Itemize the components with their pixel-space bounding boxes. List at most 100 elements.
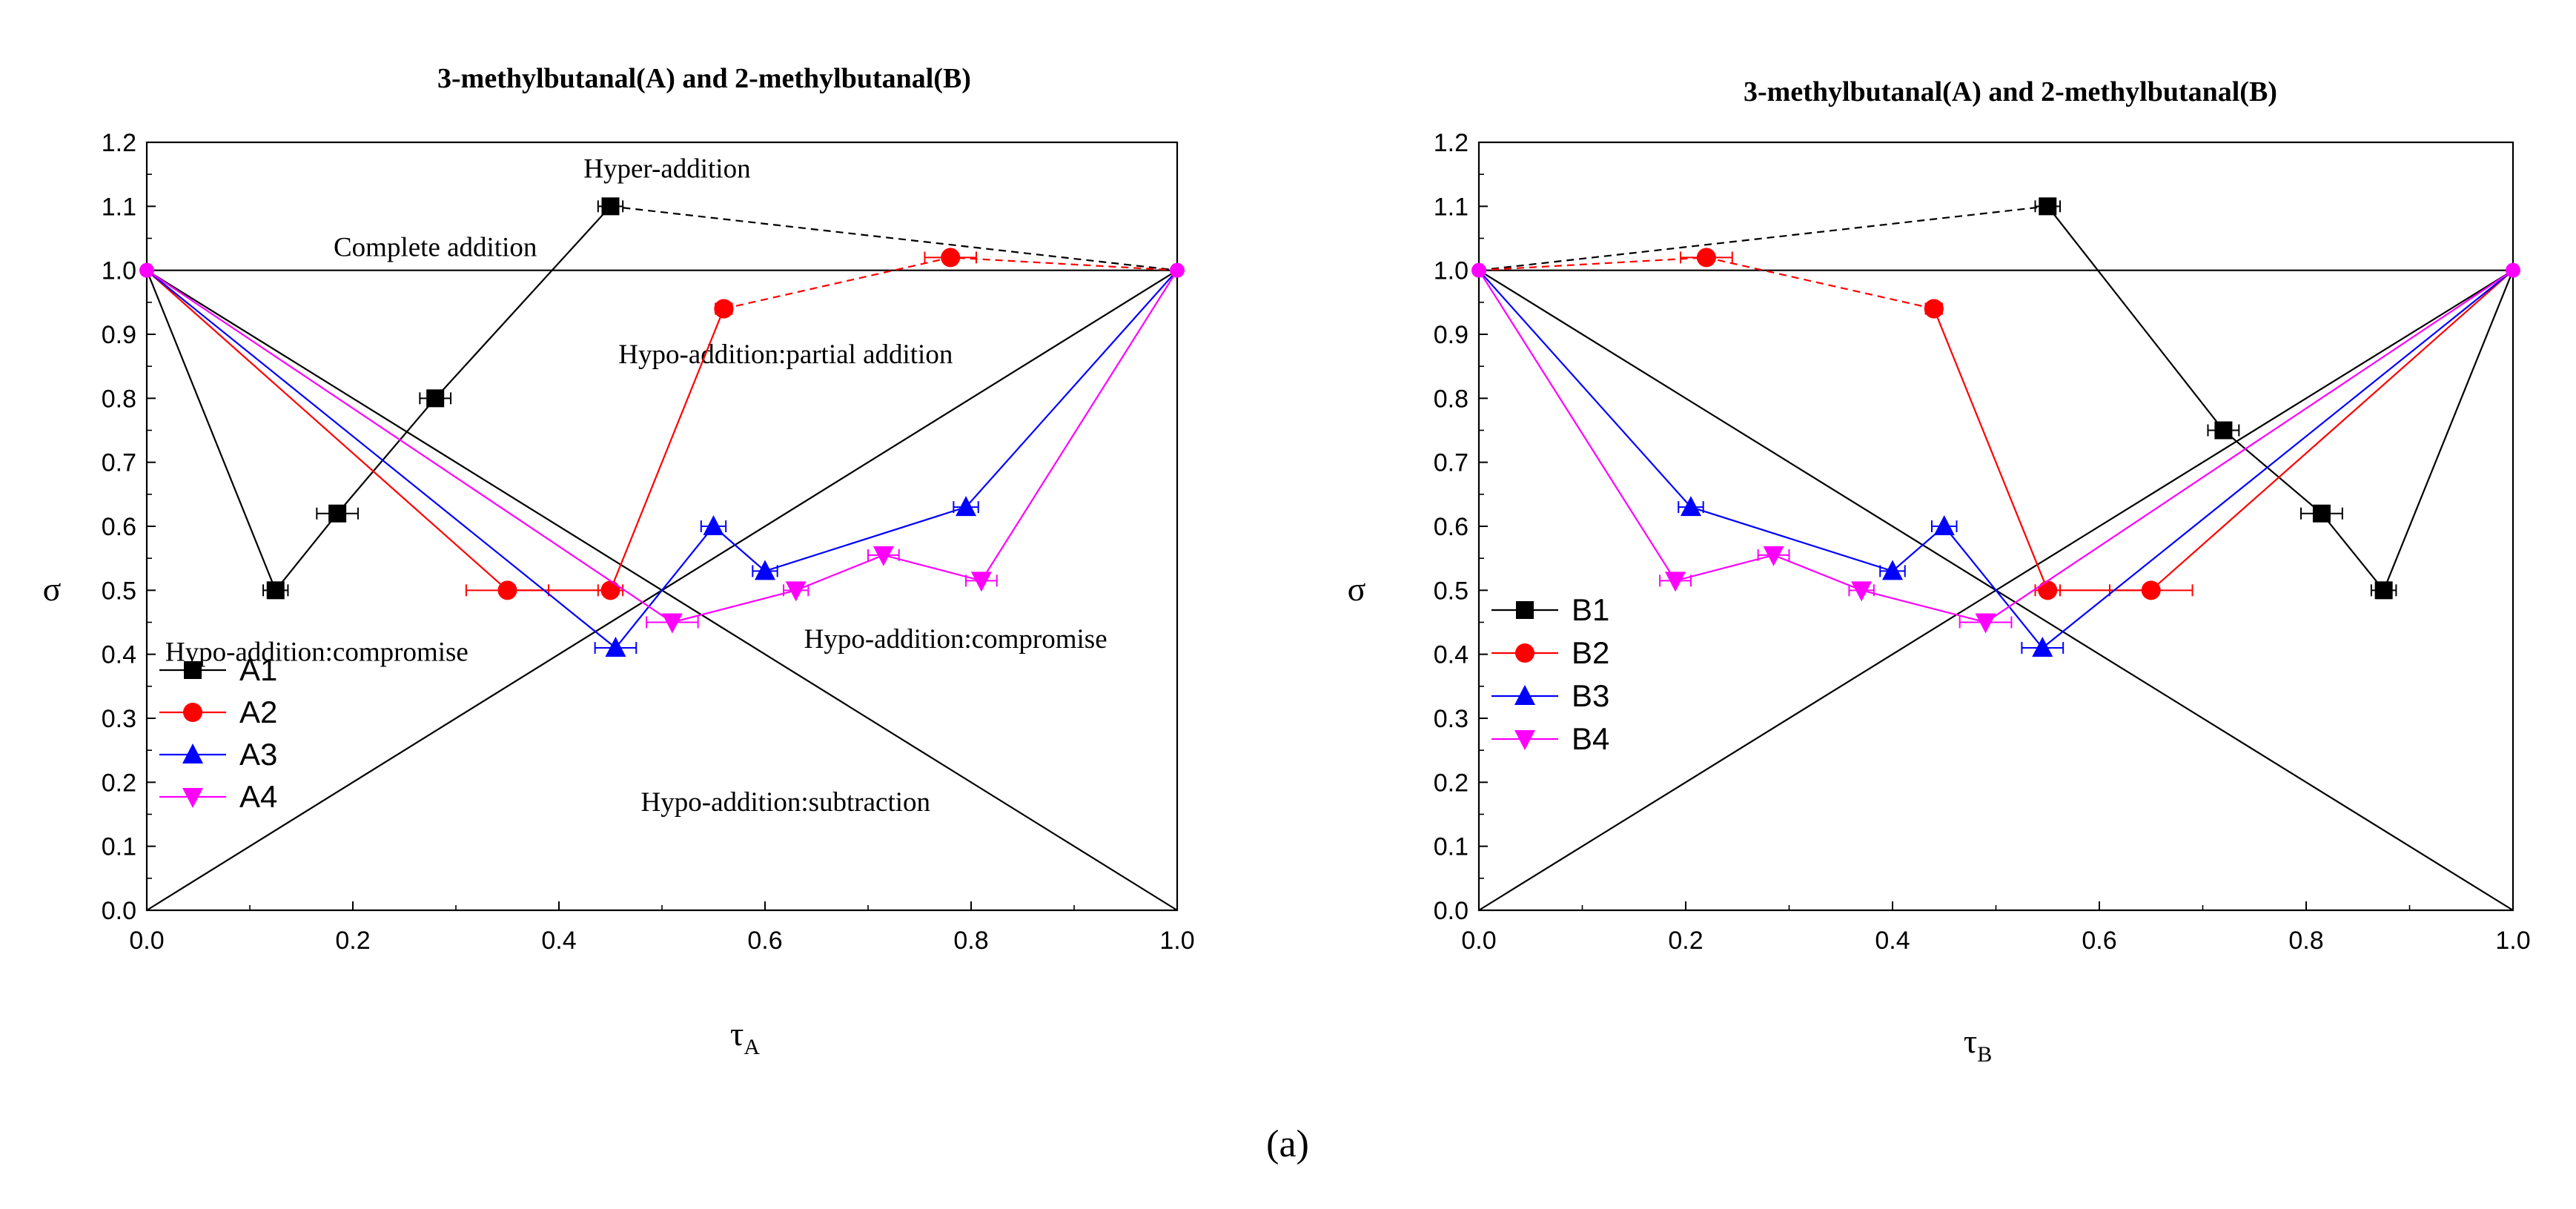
series-b4	[1478, 269, 2514, 634]
y-tick-label: 0.6	[102, 513, 136, 541]
chart-right-ylabel: σ	[1348, 570, 1366, 608]
data-point	[1680, 496, 1701, 517]
legend-label: A2	[239, 695, 277, 729]
chart-right-legend: B1 B2 B3 B4	[1491, 592, 1609, 756]
y-tick-label: 0.2	[102, 769, 136, 797]
series-b3	[1478, 269, 2514, 658]
legend-label: A3	[239, 737, 277, 772]
series-line	[610, 205, 1178, 271]
data-point	[1975, 613, 1996, 634]
legend-label: B1	[1572, 592, 1609, 627]
x-tick-label: 0.6	[747, 927, 782, 955]
annotation-compromise-right: Hypo-addition:compromise	[804, 624, 1107, 655]
y-tick-label: 0.9	[1434, 321, 1469, 349]
legend-item-a1: A1	[159, 652, 277, 687]
series-line	[1933, 269, 2514, 592]
legend-item-b3: B3	[1491, 678, 1609, 713]
x-tick-label: 0.2	[1668, 927, 1703, 955]
data-point	[956, 496, 977, 517]
y-tick-label: 0.5	[102, 577, 136, 605]
series-line	[146, 269, 1178, 623]
data-point	[1696, 248, 1716, 268]
y-tick-label: 1.0	[102, 257, 136, 285]
data-point	[2038, 580, 2058, 600]
chart-panel-left: 3-methylbutanal(A) and 2-methylbutanal(B…	[43, 63, 1195, 1059]
data-point	[714, 299, 734, 319]
legend-item-b4: B4	[1491, 721, 1609, 756]
legend-item-a3: A3	[159, 737, 277, 772]
annotation-compromise-left: Hypo-addition:compromise	[165, 637, 468, 667]
chart-left-series	[139, 197, 1185, 658]
endpoint-marker	[2506, 262, 2520, 278]
series-line	[146, 269, 725, 592]
chart-left-xlabel-main: τ	[730, 1015, 744, 1053]
data-point	[426, 389, 445, 408]
y-tick-label: 0.3	[102, 705, 136, 733]
data-point	[1665, 572, 1686, 592]
series-a2-upper-	[714, 248, 1178, 319]
y-tick-label: 0.4	[1434, 641, 1469, 669]
legend-marker	[182, 743, 203, 764]
data-point	[785, 581, 807, 602]
y-tick-label: 0.8	[102, 385, 136, 413]
endpoint-marker	[139, 262, 154, 278]
annotation-hyper-addition: Hyper-addition	[583, 153, 750, 184]
y-tick-label: 1.1	[102, 193, 136, 221]
y-tick-label: 0.4	[102, 641, 136, 669]
y-tick-label: 0.1	[102, 833, 136, 861]
chart-left-legend: A1 A2 A3 A4	[159, 652, 277, 814]
data-point	[1933, 515, 1955, 535]
series-b1-upper-	[1478, 205, 2048, 271]
legend-marker	[1514, 730, 1535, 750]
y-tick-label: 0.0	[1434, 897, 1469, 925]
chart-right-xlabel-sub: B	[1977, 1042, 1992, 1067]
data-point	[1851, 581, 1873, 602]
chart-right-axes: 0.0 0.1 0.2 0.3 0.4 0.5 0.6 0.7 0.8 0.9 1.0 1.1 1.2 0…	[1434, 129, 2531, 955]
chart-left-title: 3-methylbutanal(A) and 2-methylbutanal(B…	[437, 63, 971, 94]
endpoint-marker	[1170, 262, 1185, 278]
data-point	[605, 637, 626, 658]
x-tick-label: 0.6	[2082, 927, 2116, 955]
x-tick-label: 1.0	[2495, 927, 2530, 955]
y-tick-label: 0.5	[1434, 577, 1469, 605]
legend-item-b2: B2	[1491, 635, 1609, 670]
series-a4	[146, 269, 1178, 634]
endpoint-marker	[1471, 262, 1486, 278]
annotation-subtraction: Hypo-addition:subtraction	[641, 787, 931, 818]
legend-item-a4: A4	[159, 779, 277, 814]
data-point	[1924, 299, 1944, 319]
legend-label: A4	[239, 779, 277, 814]
legend-label: B2	[1572, 635, 1609, 670]
legend-marker	[1516, 601, 1534, 619]
chart-right-series	[1471, 197, 2520, 658]
legend-label: B4	[1572, 721, 1609, 756]
panel-label: (a)	[1266, 1123, 1309, 1165]
chart-panel-right: 3-methylbutanal(A) and 2-methylbutanal(B…	[1348, 76, 2531, 1067]
chart-left-xlabel-sub: A	[744, 1035, 760, 1059]
legend-marker	[184, 661, 202, 679]
legend-marker	[182, 788, 203, 808]
series-b2-upper-	[1478, 248, 1944, 319]
data-point	[703, 515, 724, 535]
chart-right-title: 3-methylbutanal(A) and 2-methylbutanal(B…	[1744, 76, 2277, 107]
annotation-partial-addition: Hypo-addition:partial addition	[618, 339, 953, 370]
series-a1-upper-	[610, 205, 1178, 271]
data-point	[2032, 637, 2053, 658]
x-tick-label: 0.8	[2288, 927, 2323, 955]
y-tick-label: 0.6	[1434, 513, 1469, 541]
legend-marker	[1515, 643, 1534, 663]
x-tick-label: 0.2	[335, 927, 370, 955]
series-line	[1478, 269, 2514, 649]
x-tick-label: 0.8	[953, 927, 988, 955]
data-point	[873, 546, 894, 566]
series-line	[146, 269, 1178, 649]
legend-label: A1	[239, 652, 277, 687]
data-point	[1882, 560, 1903, 580]
y-tick-label: 1.0	[1434, 257, 1469, 285]
y-tick-label: 0.2	[1434, 769, 1469, 797]
series-line	[1478, 269, 2514, 623]
series-a1	[145, 197, 624, 600]
y-tick-label: 0.9	[102, 321, 136, 349]
